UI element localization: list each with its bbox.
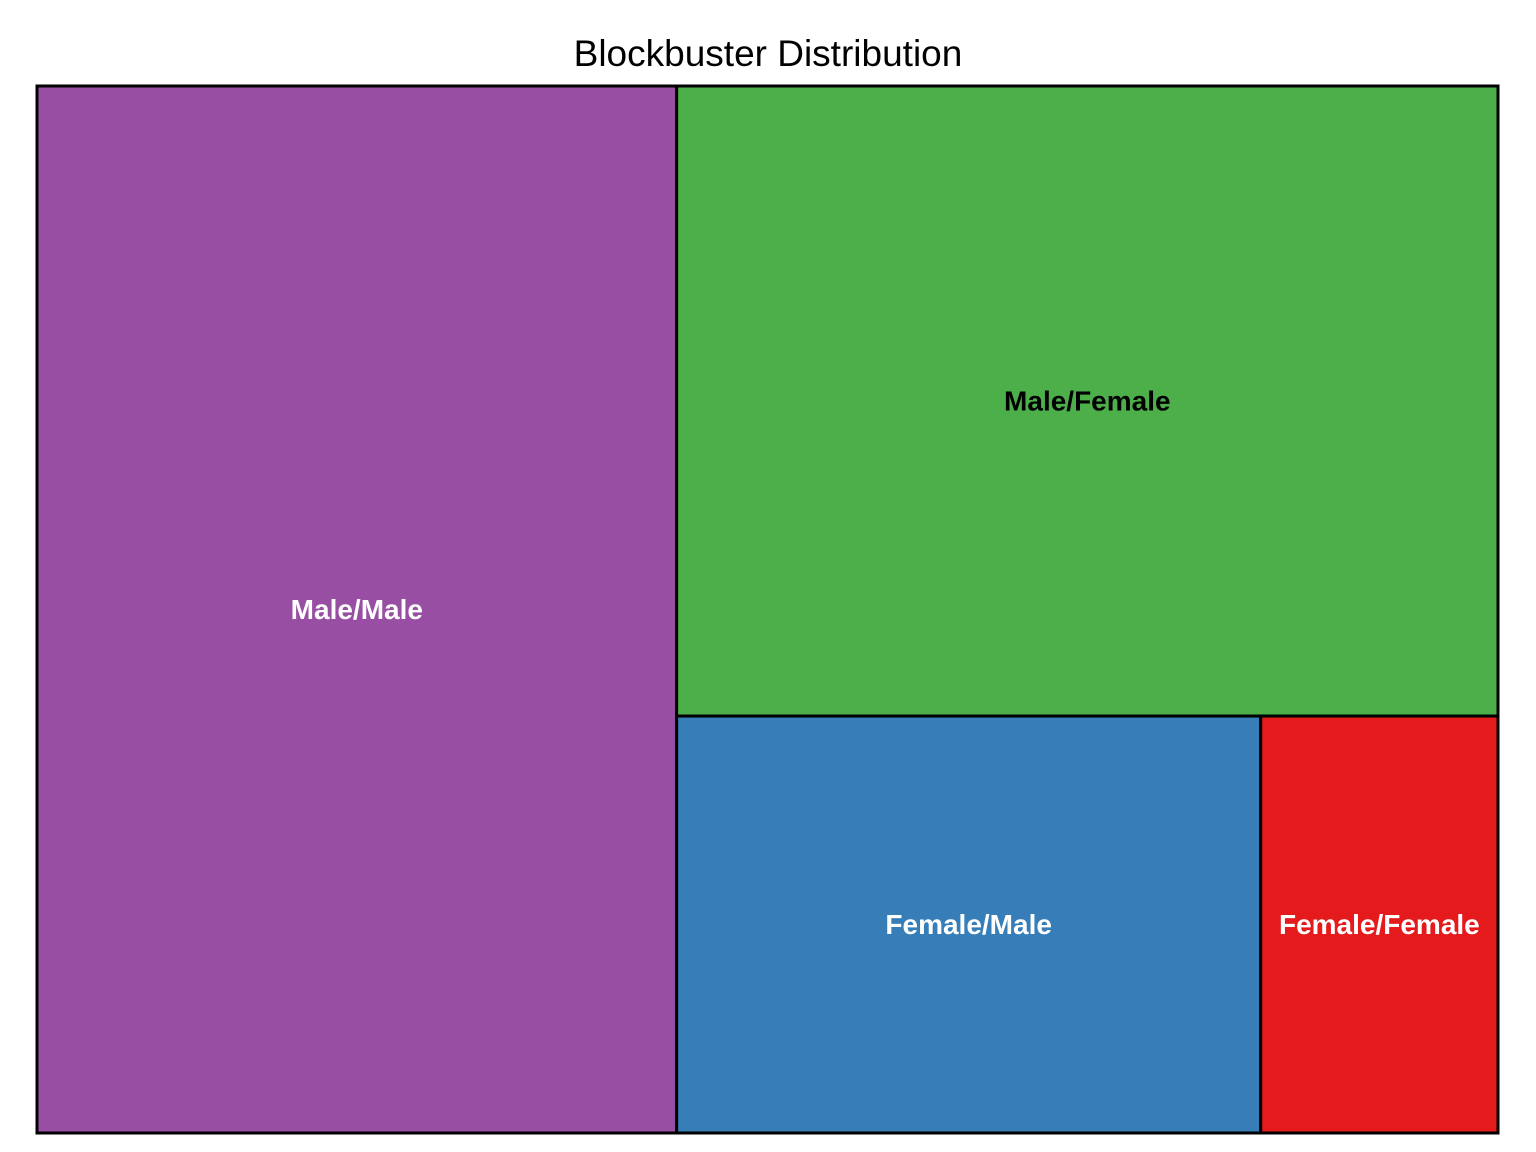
tile-female-female xyxy=(1259,714,1500,1135)
plot-frame xyxy=(35,84,1500,1135)
tile-label-male-female: Male/Female xyxy=(1004,386,1171,417)
tile-label-female-male: Female/Male xyxy=(885,909,1052,940)
tile-label-female-female: Female/Female xyxy=(1279,909,1480,940)
tile-male-male xyxy=(35,84,679,1135)
tile-female-male xyxy=(675,714,1263,1135)
tile-label-male-male: Male/Male xyxy=(291,594,423,625)
treemap-labels: Male/Male Male/Female Female/Male Female/Fe… xyxy=(291,386,1480,941)
chart-title: Blockbuster Distribution xyxy=(573,33,963,74)
treemap-tiles xyxy=(35,84,1500,1135)
